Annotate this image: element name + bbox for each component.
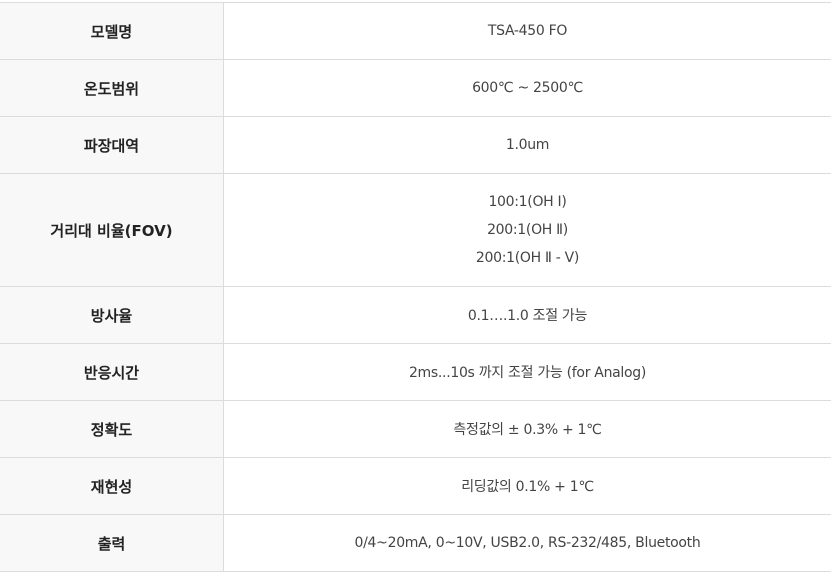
spec-label: 온도범위 xyxy=(0,59,224,117)
spec-row-accuracy: 정확도 측정값의 ± 0.3% + 1℃ xyxy=(0,400,831,458)
spec-value: 2ms...10s 까지 조절 가능 (for Analog) xyxy=(223,343,831,401)
spec-value: 100:1(OH Ⅰ) 200:1(OH Ⅱ) 200:1(OH Ⅱ - Ⅴ) xyxy=(223,173,831,287)
spec-label: 재현성 xyxy=(0,457,224,515)
spec-value-line: 200:1(OH Ⅱ - Ⅴ) xyxy=(475,250,580,266)
spec-value-line: 200:1(OH Ⅱ) xyxy=(487,222,568,238)
spec-row-emissivity: 방사율 0.1….1.0 조절 가능 xyxy=(0,286,831,344)
spec-label: 모델명 xyxy=(0,2,224,60)
spec-label: 출력 xyxy=(0,514,224,572)
spec-label: 방사율 xyxy=(0,286,224,344)
spec-row-temperature-range: 온도범위 600℃ ~ 2500℃ xyxy=(0,59,831,117)
spec-row-repeatability: 재현성 리딩값의 0.1% + 1℃ xyxy=(0,457,831,515)
spec-row-output: 출력 0/4~20mA, 0~10V, USB2.0, RS-232/485, B… xyxy=(0,514,831,572)
spec-row-fov: 거리대 비율(FOV) 100:1(OH Ⅰ) 200:1(OH Ⅱ) 200:… xyxy=(0,173,831,287)
spec-label: 반응시간 xyxy=(0,343,224,401)
spec-value: 0/4~20mA, 0~10V, USB2.0, RS-232/485, Blu… xyxy=(223,514,831,572)
spec-value-line: 100:1(OH Ⅰ) xyxy=(488,194,567,210)
spec-value: 600℃ ~ 2500℃ xyxy=(223,59,831,117)
spec-value: 리딩값의 0.1% + 1℃ xyxy=(223,457,831,515)
spec-row-response-time: 반응시간 2ms...10s 까지 조절 가능 (for Analog) xyxy=(0,343,831,401)
spec-row-model: 모델명 TSA-450 FO xyxy=(0,2,831,60)
spec-row-wavelength: 파장대역 1.0um xyxy=(0,116,831,174)
spec-label: 거리대 비율(FOV) xyxy=(0,173,224,287)
spec-value: 0.1….1.0 조절 가능 xyxy=(223,286,831,344)
spec-label: 정확도 xyxy=(0,400,224,458)
spec-value: TSA-450 FO xyxy=(223,2,831,60)
spec-label: 파장대역 xyxy=(0,116,224,174)
spec-value: 1.0um xyxy=(223,116,831,174)
spec-value: 측정값의 ± 0.3% + 1℃ xyxy=(223,400,831,458)
